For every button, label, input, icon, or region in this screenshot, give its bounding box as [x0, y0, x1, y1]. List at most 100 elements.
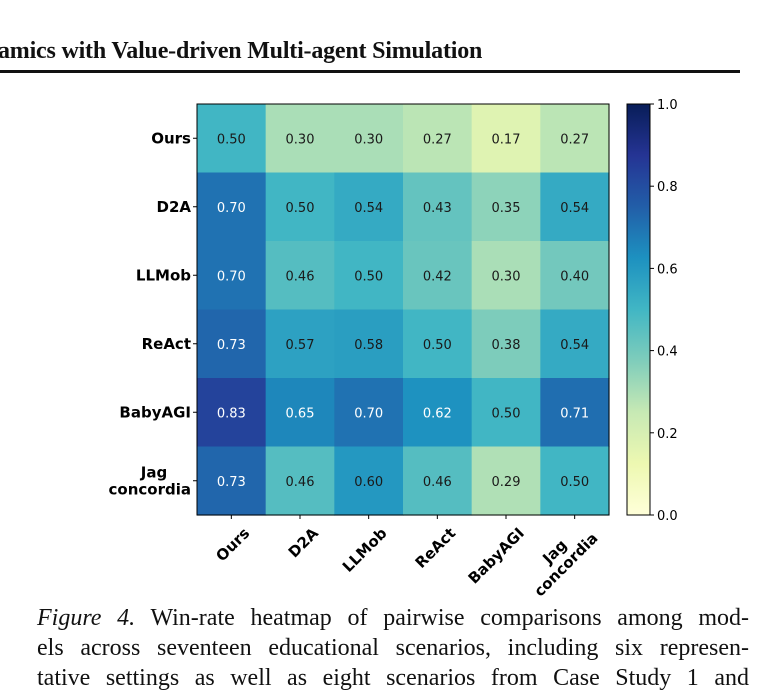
caption-figure-label: Figure 4.: [37, 605, 136, 631]
heatmap-cell: [334, 309, 404, 379]
figure-caption: Figure 4. Win-rate heatmap of pairwise c…: [37, 603, 749, 693]
row-label: ReAct: [142, 335, 191, 353]
cell-value-label: 0.50: [286, 201, 315, 216]
heatmap-cell: [403, 241, 473, 311]
heatmap-cell: [403, 378, 473, 448]
heatmap-cell: [403, 446, 473, 516]
colorbar: [626, 103, 651, 516]
heatmap-cell: [471, 172, 541, 242]
heatmap-cells: 0.50 0.30 0.30 0.27 0.17 0.27 0.70 0.50 0.54 0.43…: [197, 104, 610, 516]
heatmap-cell: [265, 378, 335, 448]
cell-value-label: 0.54: [354, 201, 383, 216]
column-label: Jagconcordia: [518, 517, 601, 600]
heatmap-cell: [197, 172, 267, 242]
heatmap-cell: [403, 172, 473, 242]
win-rate-heatmap-figure: 0.50 0.30 0.30 0.27 0.17 0.27 0.70 0.50 0.54 0.43…: [109, 98, 678, 600]
cell-value-label: 0.29: [492, 475, 521, 490]
cell-value-label: 0.70: [217, 269, 246, 284]
cell-value-label: 0.50: [560, 475, 589, 490]
cell-value-label: 0.42: [423, 269, 452, 284]
cell-value-label: 0.38: [492, 338, 521, 353]
heatmap-cell: [540, 241, 610, 311]
cell-value-label: 0.30: [354, 132, 383, 147]
cell-value-label: 0.27: [560, 132, 589, 147]
cell-value-label: 0.57: [286, 338, 315, 353]
cell-value-label: 0.54: [560, 338, 589, 353]
row-label: D2A: [157, 198, 192, 216]
cell-value-label: 0.58: [354, 338, 383, 353]
heatmap-cell: [197, 309, 267, 379]
cell-value-label: 0.27: [423, 132, 452, 147]
row-axis: Ours D2A LLMob ReAct BabyAGI Jag concordia: [109, 129, 197, 498]
cell-value-label: 0.46: [286, 269, 315, 284]
heatmap-cell: [471, 446, 541, 516]
column-label: LLMob: [339, 524, 391, 576]
heatmap-cell: [265, 172, 335, 242]
cell-value-label: 0.35: [492, 201, 521, 216]
heatmap-cell: [334, 172, 404, 242]
row-label: Jag concordia: [109, 463, 191, 498]
caption-line-1: Figure 4. Win-rate heatmap of pairwise c…: [37, 603, 749, 633]
caption-line-3: tative settings as well as eight scenari…: [37, 665, 749, 691]
colorbar-tick-label: 0.6: [657, 262, 678, 277]
cell-value-label: 0.62: [423, 406, 452, 421]
cell-value-label: 0.70: [217, 201, 246, 216]
cell-value-label: 0.50: [354, 269, 383, 284]
cell-value-label: 0.30: [492, 269, 521, 284]
heatmap-cell: [540, 378, 610, 448]
cell-value-label: 0.30: [286, 132, 315, 147]
column-label: BabyAGI: [465, 524, 528, 587]
heatmap-cell: [471, 378, 541, 448]
cell-value-label: 0.40: [560, 269, 589, 284]
heatmap-cell: [265, 104, 335, 174]
heatmap-cell: [265, 309, 335, 379]
heatmap-cell: [540, 446, 610, 516]
colorbar-tick-label: 0.4: [657, 345, 678, 360]
heatmap-cell: [334, 446, 404, 516]
heatmap-frame: [196, 103, 610, 516]
heatmap-cell: [471, 241, 541, 311]
cell-value-label: 0.43: [423, 201, 452, 216]
heatmap-cell: [334, 104, 404, 174]
heatmap-cell: [471, 309, 541, 379]
cell-value-label: 0.70: [354, 406, 383, 421]
caption-line-2: els across seventeen educational scenari…: [37, 635, 749, 661]
colorbar-tick-label: 1.0: [657, 98, 678, 113]
cell-value-label: 0.65: [286, 406, 315, 421]
cell-value-label: 0.60: [354, 475, 383, 490]
heatmap-cell: [197, 104, 267, 174]
row-label: LLMob: [136, 266, 191, 284]
cell-value-label: 0.17: [492, 132, 521, 147]
heatmap-cell: [197, 241, 267, 311]
heatmap-cell: [471, 104, 541, 174]
column-label: D2A: [285, 524, 322, 561]
row-label: BabyAGI: [119, 403, 191, 421]
column-label: Ours: [212, 524, 253, 565]
cell-value-label: 0.73: [217, 338, 246, 353]
cell-value-label: 0.50: [423, 338, 452, 353]
cell-value-label: 0.50: [492, 406, 521, 421]
heatmap-cell: [265, 446, 335, 516]
cell-value-label: 0.54: [560, 201, 589, 216]
caption-text-1: Win-rate heatmap of pairwise comparisons…: [135, 605, 749, 631]
colorbar-tick-label: 0.0: [657, 509, 678, 524]
heatmap-cell: [334, 241, 404, 311]
colorbar-tick-label: 0.2: [657, 427, 678, 442]
cell-value-label: 0.46: [286, 475, 315, 490]
cell-value-label: 0.50: [217, 132, 246, 147]
page-header-title: amics with Value-driven Multi-agent Simu…: [0, 38, 483, 64]
heatmap-cell: [265, 241, 335, 311]
heatmap-cell: [403, 309, 473, 379]
column-label: ReAct: [412, 524, 460, 572]
column-axis: Ours D2A LLMob ReAct BabyAGI Jagconcordia: [212, 515, 602, 600]
heatmap-cell: [540, 172, 610, 242]
heatmap-cell: [540, 104, 610, 174]
heatmap-cell: [540, 309, 610, 379]
colorbar-axis: 0.0 0.2 0.4 0.6 0.8 1.0: [650, 98, 678, 524]
cell-value-label: 0.73: [217, 475, 246, 490]
row-label: Ours: [151, 129, 191, 147]
cell-value-label: 0.83: [217, 406, 246, 421]
cell-value-label: 0.71: [560, 406, 589, 421]
heatmap-cell: [403, 104, 473, 174]
header-rule: [0, 70, 740, 73]
